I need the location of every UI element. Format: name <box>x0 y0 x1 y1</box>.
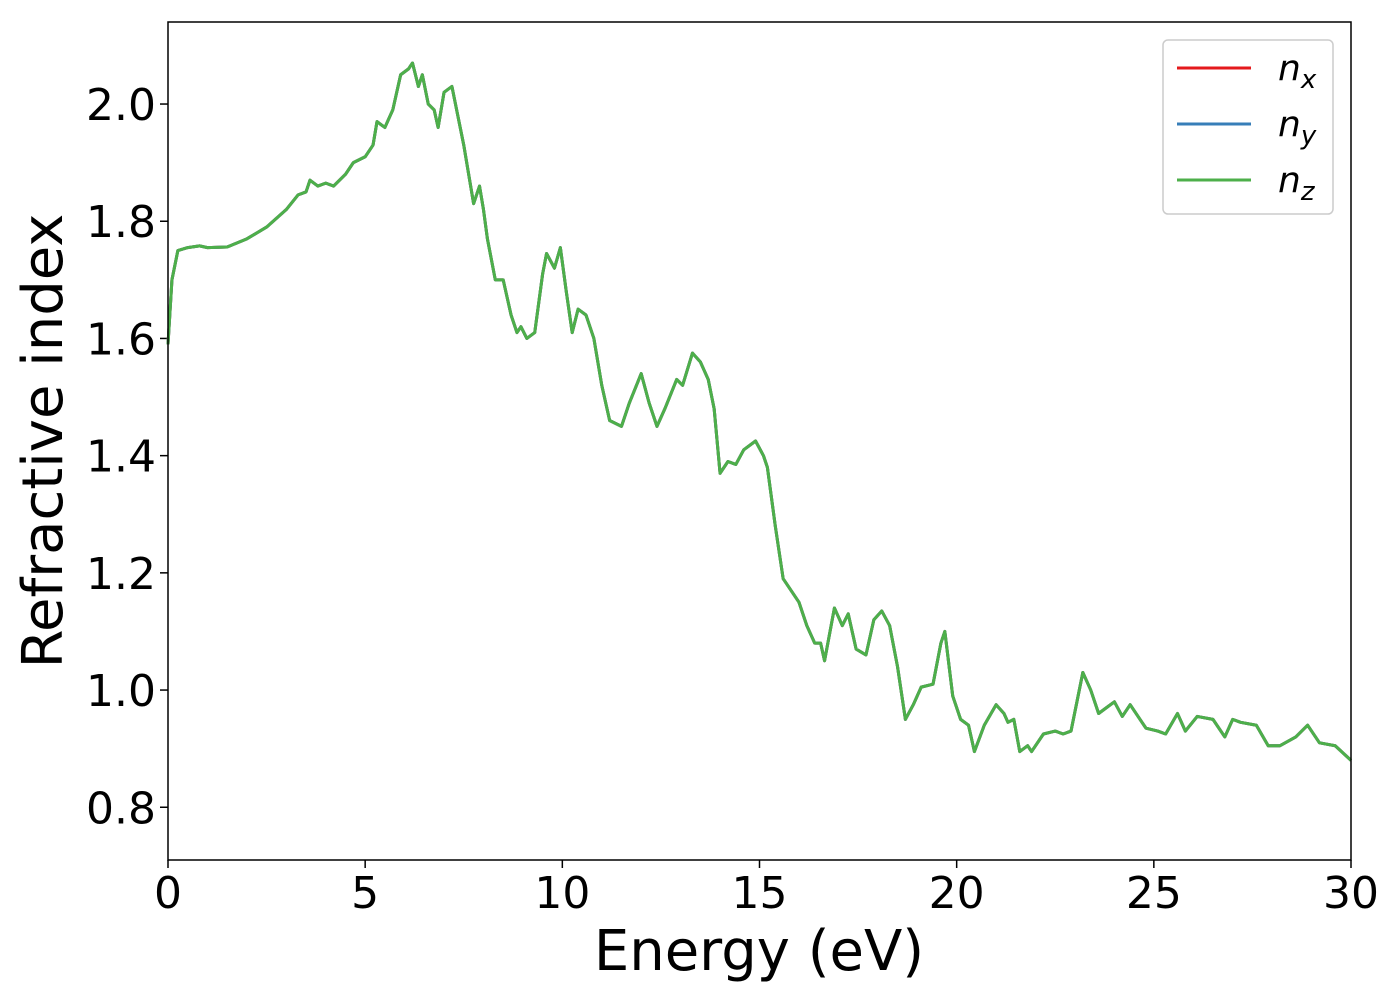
y-tick-label: 2.0 <box>86 80 156 131</box>
y-tick-label: 1.4 <box>86 432 156 483</box>
y-tick-label: 1.6 <box>86 314 156 365</box>
x-tick-label: 25 <box>1126 868 1182 919</box>
y-tick-label: 1.2 <box>86 549 156 600</box>
y-axis-label: Refractive index <box>11 214 76 669</box>
x-axis-label: Energy (eV) <box>594 919 924 984</box>
legend-label: ny <box>1278 104 1317 151</box>
series-line <box>166 61 1353 762</box>
plot-frame <box>167 21 1352 861</box>
x-tick-label: 10 <box>534 868 590 919</box>
y-tick-label: 1.8 <box>86 197 156 248</box>
legend-box <box>1162 39 1334 215</box>
y-tick-label: 1.0 <box>86 666 156 717</box>
x-tick-label: 15 <box>732 868 788 919</box>
x-tick-label: 30 <box>1323 868 1379 919</box>
y-tick-label: 0.8 <box>86 783 156 834</box>
legend-label: nz <box>1278 160 1316 207</box>
legend-label: nx <box>1278 48 1317 95</box>
x-tick-label: 20 <box>929 868 985 919</box>
x-tick-label: 0 <box>154 868 182 919</box>
x-tick-label: 5 <box>351 868 379 919</box>
